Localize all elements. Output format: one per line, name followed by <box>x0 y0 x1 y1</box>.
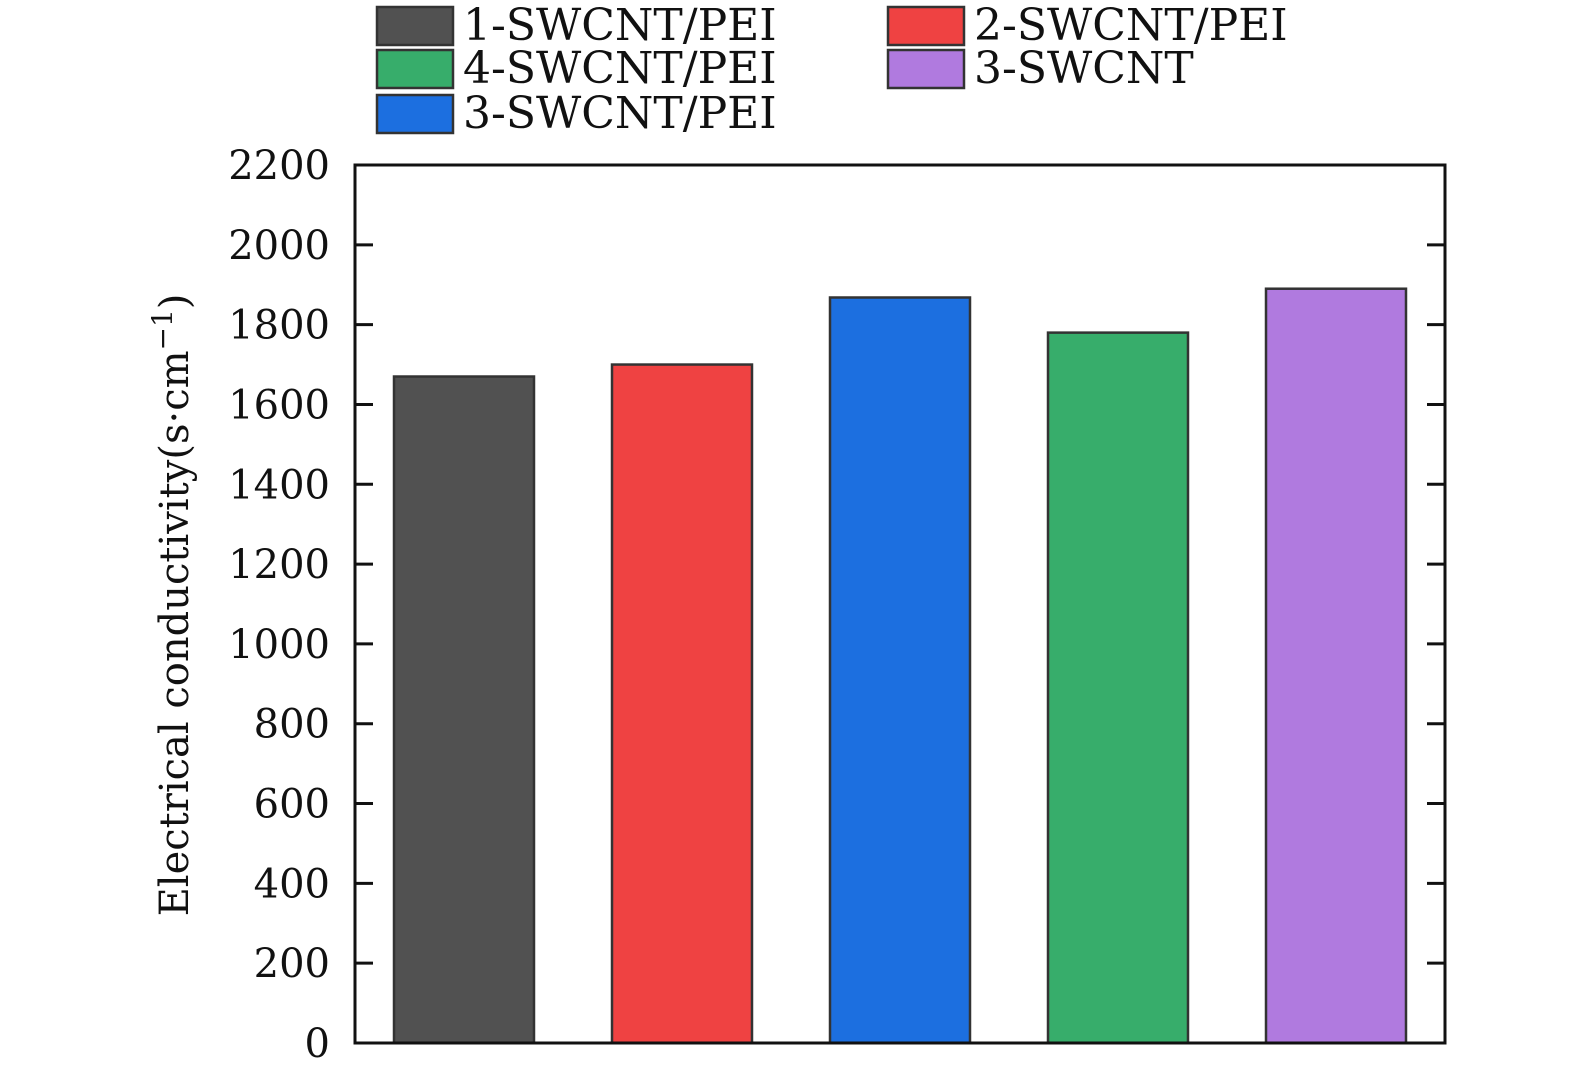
y-tick-label: 2000 <box>228 223 330 269</box>
plot-frame <box>353 163 1447 1045</box>
bar-2 <box>610 363 754 1045</box>
legend-swatch <box>886 5 966 47</box>
y-tick-label: 0 <box>305 1021 330 1067</box>
y-tick-label: 1800 <box>228 303 330 349</box>
y-tick-label: 1400 <box>228 462 330 508</box>
y-tick-label: 200 <box>254 941 330 987</box>
y-axis-label: Electrical conductivity(s·cm−1) <box>146 294 198 917</box>
y-tick-label: 1600 <box>228 382 330 428</box>
legend-label: 3-SWCNT/PEI <box>463 88 777 139</box>
legend-label: 4-SWCNT/PEI <box>463 43 777 94</box>
y-tick-label: 2200 <box>228 143 330 189</box>
y-tick-label: 800 <box>254 702 330 748</box>
bar-5 <box>1264 287 1408 1045</box>
legend-label: 3-SWCNT <box>974 43 1194 94</box>
y-axis-label-close: ) <box>152 294 198 310</box>
bars <box>392 287 1408 1045</box>
bar-1 <box>392 375 536 1045</box>
y-axis-label-text: Electrical conductivity(s·cm <box>152 350 198 916</box>
y-axis-label-sup: −1 <box>146 309 179 350</box>
legend-label: 2-SWCNT/PEI <box>974 0 1288 51</box>
legend-swatch <box>375 48 455 90</box>
y-tick-label: 400 <box>254 861 330 907</box>
legend-swatch <box>375 5 455 47</box>
y-axis: 0 200 400 600 800 1000 1200 1400 1600 1800 2000 220… <box>228 143 1445 1067</box>
y-tick-label: 1000 <box>228 622 330 668</box>
legend-label: 1-SWCNT/PEI <box>463 0 777 51</box>
legend-swatch <box>375 93 455 135</box>
bar-3 <box>828 296 972 1045</box>
y-tick-label: 1200 <box>228 542 330 588</box>
y-tick-label: 600 <box>254 782 330 828</box>
bar-4 <box>1046 331 1190 1045</box>
legend-swatch <box>886 48 966 90</box>
